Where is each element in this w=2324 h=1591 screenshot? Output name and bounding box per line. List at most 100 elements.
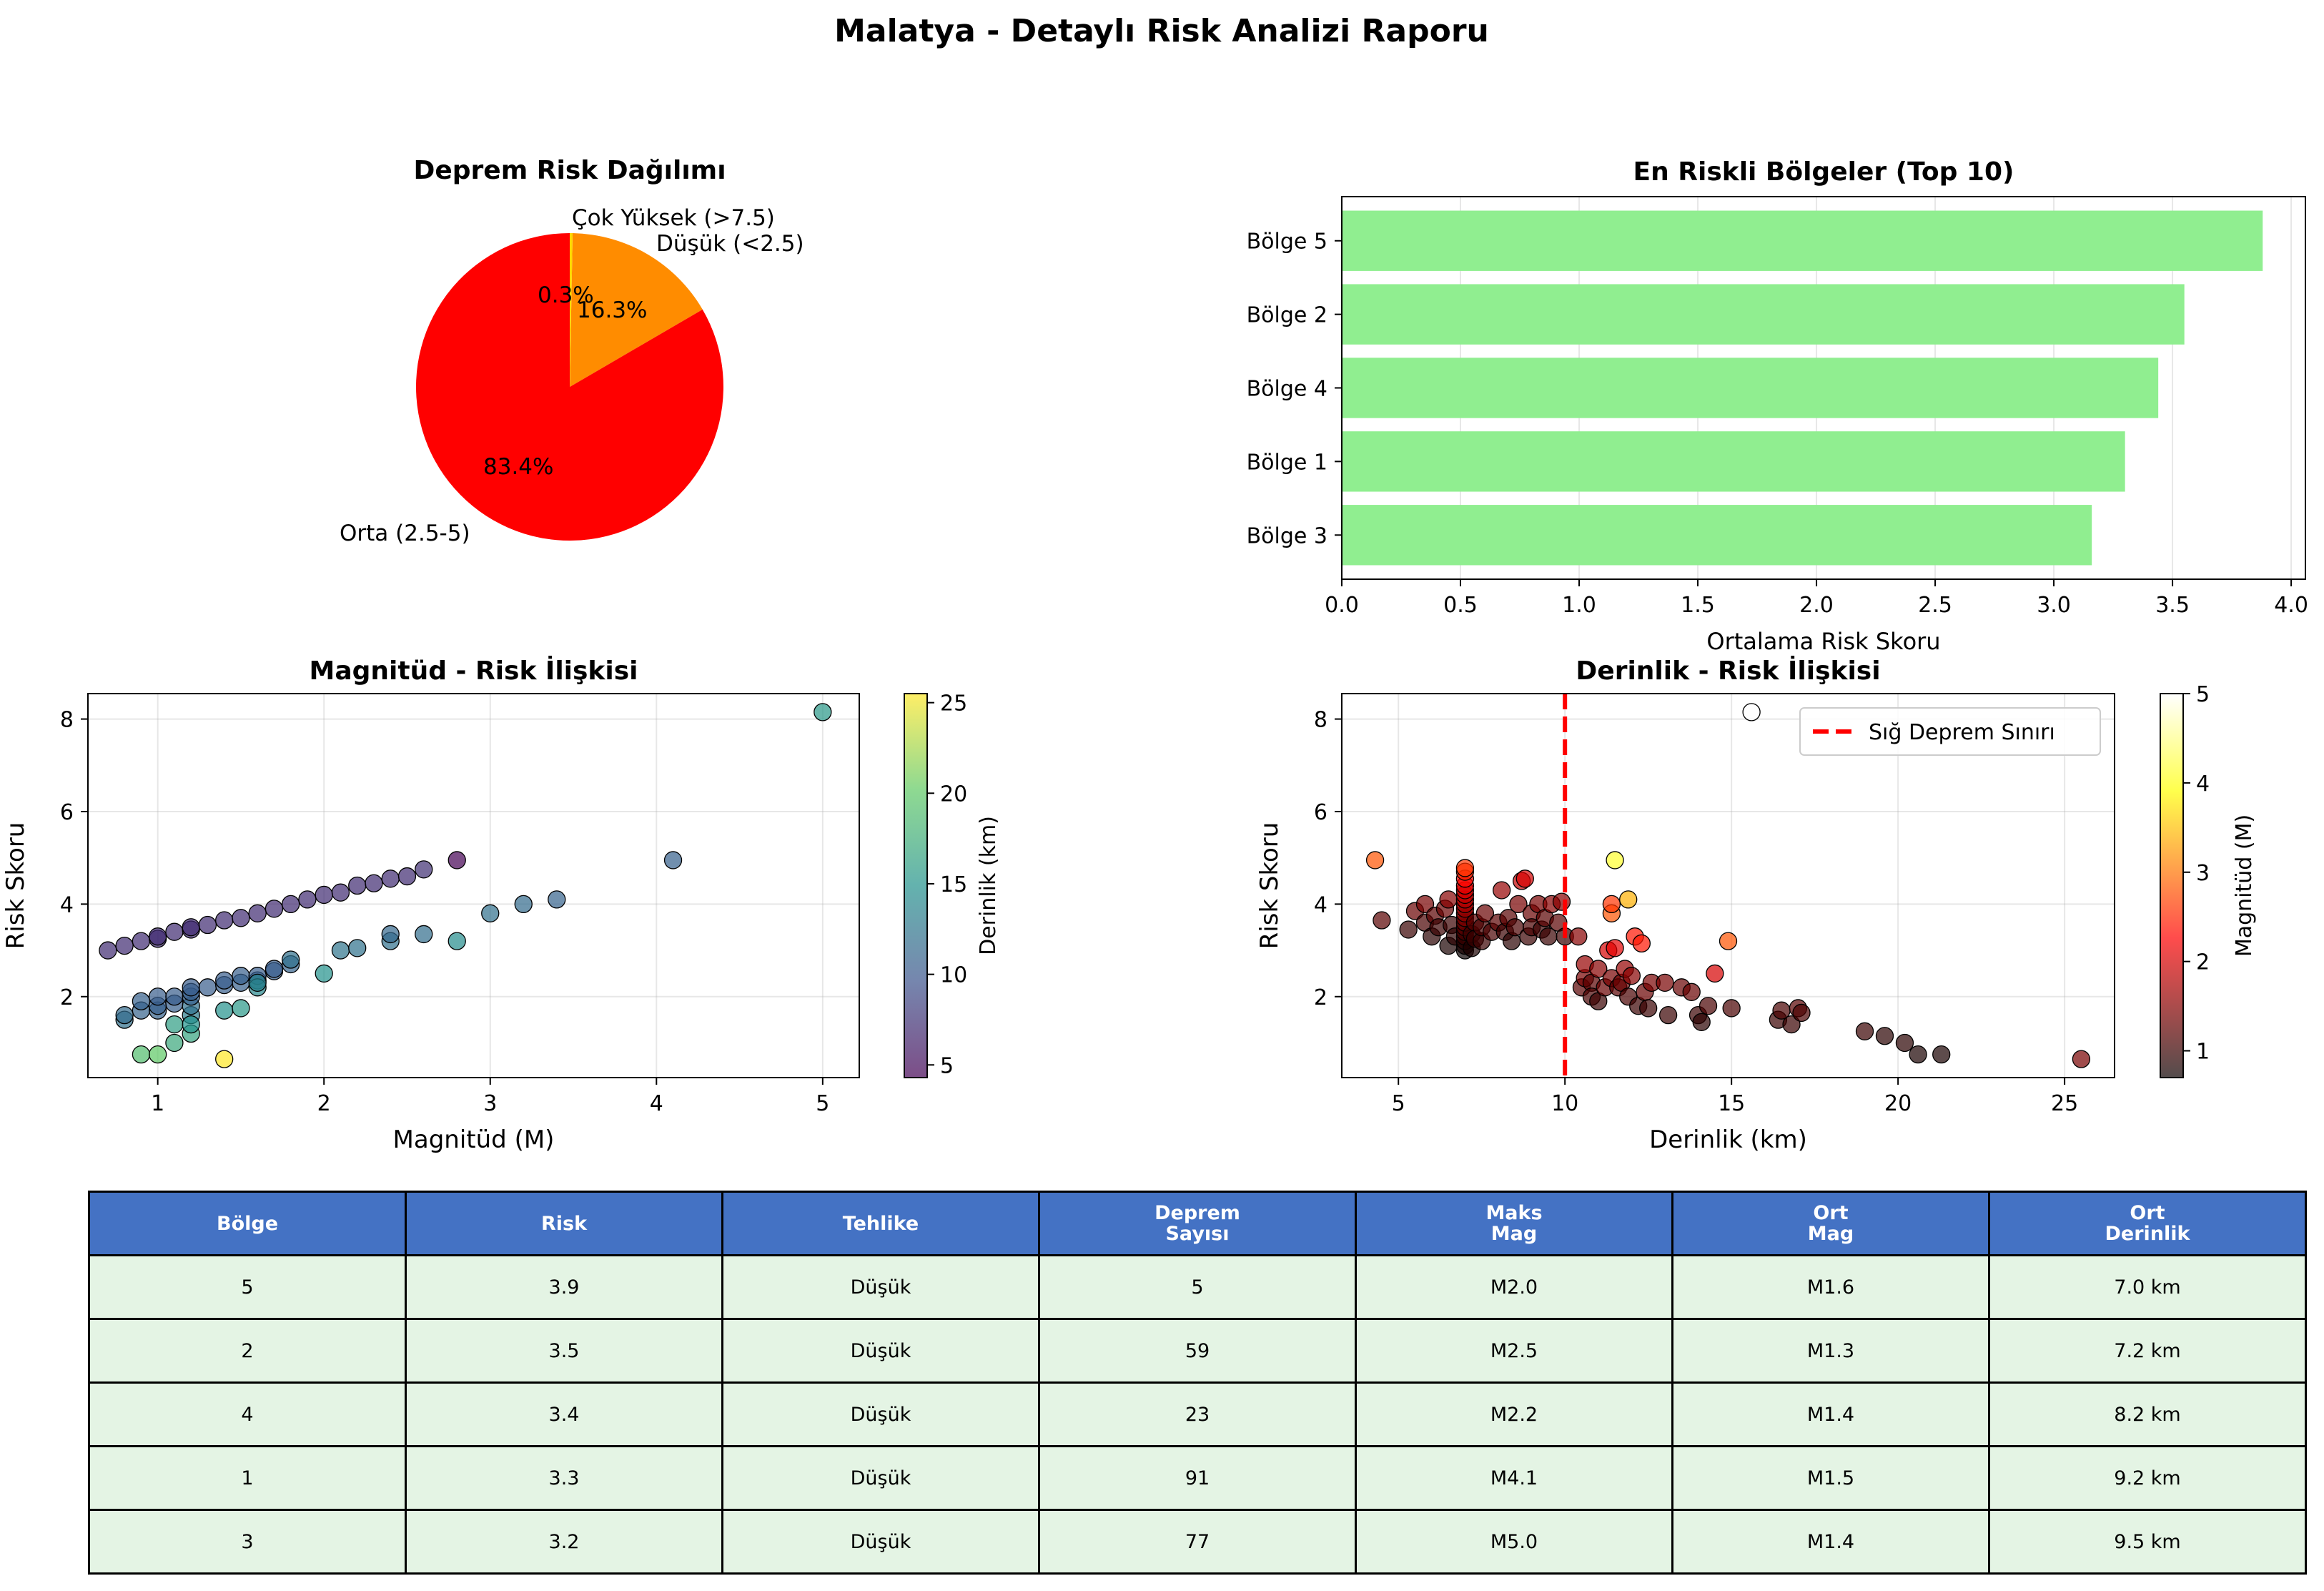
scatter-point [232,967,250,985]
bar-frame [1341,196,2306,580]
table-cell: 9.2 km [1988,1445,2307,1511]
scatter-point [215,971,234,990]
pie-pct-label: 0.3% [538,282,594,308]
legend-box [1799,707,2101,756]
table-cell: 1 [88,1445,407,1511]
scatter-x-tick-label: 25 [2051,1091,2078,1116]
table-cell: Düşük [721,1381,1040,1447]
table-cell: Düşük [721,1509,1040,1575]
scatter-point [381,925,400,944]
table-row: 4 3.4 Düşük 23 M2.2 M1.4 8.2 km [88,1381,2307,1447]
table-header-cell: Deprem Sayısı [1038,1191,1357,1256]
scatter-point [149,927,167,946]
table-cell: 5 [88,1254,407,1320]
scatter-point [1909,1045,1927,1064]
scatter-point [348,876,367,895]
pie-pct-label: 16.3% [577,297,647,323]
scatter-point [415,925,433,944]
scatter-point [1602,895,1621,914]
scatter-point [365,874,383,892]
scatter-x-tick-label: 15 [1718,1091,1745,1116]
scatter-point [1632,934,1651,953]
table-cell: 59 [1038,1318,1357,1384]
bar-chart: En Riskli Bölgeler (Top 10) 0.0 0.5 1.0 1.5 2… [1247,157,2308,655]
scatter-frame [1341,693,2115,1078]
table-cell: 3.4 [405,1381,723,1447]
scatter-y-tick-label: 6 [60,800,74,825]
scatter-point [1589,960,1608,978]
scatter-point [1439,890,1458,909]
table-header-row: Bölge Risk Tehlike Deprem Sayısı Maks Mag Ort… [88,1191,2307,1256]
scatter-point [298,890,317,909]
pie-title: Deprem Risk Dağılımı [413,156,726,185]
scatter-point [1699,997,1718,1015]
table-cell: 3.9 [405,1254,723,1320]
bar-category-label: Bölge 2 [1247,303,1327,328]
table-cell: M1.5 [1671,1445,1990,1511]
scatter-y-tick-label: 6 [1314,800,1327,825]
scatter-point [1569,927,1588,946]
colorbar-tick-label: 1 [2196,1040,2210,1065]
scatter-point [1782,1015,1801,1034]
scatter-point [115,936,134,955]
scatter-point [315,964,333,983]
legend-label: Sığ Deprem Sınırı [1869,720,2055,745]
scatter-point [514,895,533,914]
scatter-point [99,941,117,960]
scatter-point [1932,1045,1951,1064]
bar-x-tick-label: 3.5 [2155,593,2190,618]
bar-x-tick-label: 0.0 [1325,593,1359,618]
scatter-point [1742,703,1761,721]
risk-table: Bölge Risk Tehlike Deprem Sayısı Maks Mag Ort… [88,1191,2307,1575]
scatter-point [2072,1050,2091,1068]
table-cell: M2.2 [1355,1381,1673,1447]
table-cell: Düşük [721,1318,1040,1384]
table-header-cell: Maks Mag [1355,1191,1673,1256]
scatter-point [1622,967,1641,985]
bar-x-tick-label: 3.0 [2037,593,2071,618]
scatter-point [663,851,683,870]
table-header-cell: Risk [405,1191,723,1256]
scatter-point [282,895,300,914]
scatter-point [1855,1022,1874,1040]
scatter-point [1415,895,1435,914]
scatter-point [1875,1027,1894,1045]
scatter-y-tick-label: 4 [1314,892,1327,917]
table-cell: 7.2 km [1988,1318,2307,1384]
scatter-point [548,890,566,909]
table-header-cell: Bölge [88,1191,407,1256]
pie-label: Orta (2.5-5) [340,521,470,546]
scatter-point [149,987,167,1006]
colorbar-label: Magnitüd (M) [2232,814,2257,957]
scatter-point [264,900,284,918]
pie-label: Çok Yüksek (>7.5) [572,205,775,231]
table-row: 3 3.2 Düşük 77 M5.0 M1.4 9.5 km [88,1509,2307,1575]
scatter-point [1692,1013,1711,1032]
table-body: 5 3.9 Düşük 5 M2.0 M1.6 7.0 km 2 3.5 Düşük 59 M2.5 M… [88,1254,2307,1575]
table-cell: Düşük [721,1445,1040,1511]
scatter-y-tick-label: 2 [60,985,74,1010]
scatter-x-tick-label: 5 [816,1091,829,1116]
scatter-point [1658,1006,1678,1025]
scatter-point [381,870,400,888]
colorbar-tick-label: 4 [2196,772,2210,797]
pie-slice-2 [570,233,703,387]
scatter-point [215,911,234,930]
colorbar-tick-label: 3 [2196,861,2210,886]
table-cell: 5 [1038,1254,1357,1320]
bar-x-label: Ortalama Risk Skoru [1706,628,1940,655]
scatter-point [1719,932,1738,950]
scatter-point [1682,982,1701,1001]
scatter-point [132,992,151,1010]
scatter-point [132,1045,151,1064]
bar [1342,358,2159,418]
table-header-cell: Ort Mag [1671,1191,1990,1256]
scatter-x-tick-label: 10 [1551,1091,1578,1116]
table-header-cell: Ort Derinlik [1988,1191,2307,1256]
scatter-y-tick-label: 8 [1314,708,1327,733]
scatter-point [1722,999,1741,1018]
table-cell: 9.5 km [1988,1509,2307,1575]
colorbar-tick-label: 15 [940,872,967,897]
bar [1342,505,2092,566]
scatter-point [1373,911,1391,930]
